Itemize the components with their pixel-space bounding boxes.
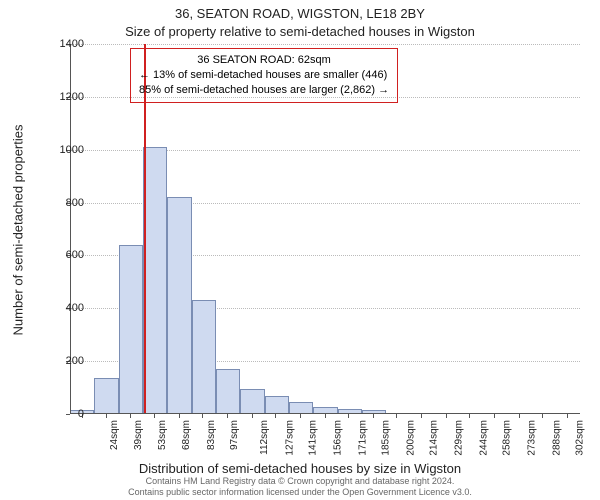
histogram-bar: [216, 369, 240, 414]
ytick-label: 1000: [44, 144, 84, 156]
histogram-bar: [143, 147, 167, 414]
xtick-label: 112sqm: [259, 420, 270, 455]
xtick-label: 244sqm: [478, 420, 489, 456]
xtick-label: 53sqm: [157, 420, 168, 450]
xtick-label: 156sqm: [333, 420, 344, 456]
ytick-label: 400: [44, 302, 84, 314]
ytick-label: 0: [44, 408, 84, 420]
xtick-mark: [469, 414, 470, 418]
xtick-label: 214sqm: [429, 420, 440, 456]
xtick-mark: [373, 414, 374, 418]
ytick-label: 600: [44, 249, 84, 261]
y-axis-label: Number of semi-detached properties: [11, 125, 26, 336]
ytick-label: 200: [44, 355, 84, 367]
info-line-3: 85% of semi-detached houses are larger (…: [139, 83, 389, 98]
xtick-mark: [494, 414, 495, 418]
xtick-mark: [130, 414, 131, 418]
xtick-mark: [396, 414, 397, 418]
histogram-bar: [167, 197, 191, 414]
xtick-label: 258sqm: [502, 420, 513, 456]
xtick-label: 288sqm: [551, 420, 562, 456]
xtick-mark: [179, 414, 180, 418]
xtick-mark: [542, 414, 543, 418]
xtick-mark: [275, 414, 276, 418]
xtick-mark: [106, 414, 107, 418]
xtick-label: 97sqm: [229, 420, 240, 450]
histogram-bar: [192, 300, 216, 414]
xtick-label: 68sqm: [181, 420, 192, 450]
xtick-mark: [567, 414, 568, 418]
title-line-1: 36, SEATON ROAD, WIGSTON, LE18 2BY: [0, 6, 600, 21]
footer-line-1: Contains HM Land Registry data © Crown c…: [0, 476, 600, 487]
xtick-mark: [519, 414, 520, 418]
info-line-1: 36 SEATON ROAD: 62sqm: [139, 53, 389, 68]
ytick-label: 1400: [44, 38, 84, 50]
xtick-label: 171sqm: [358, 420, 369, 456]
xtick-mark: [154, 414, 155, 418]
xtick-label: 273sqm: [526, 420, 537, 456]
footer: Contains HM Land Registry data © Crown c…: [0, 476, 600, 499]
xtick-mark: [252, 414, 253, 418]
histogram-bar: [240, 389, 264, 414]
xtick-mark: [202, 414, 203, 418]
xtick-label: 185sqm: [381, 420, 392, 456]
xtick-label: 302sqm: [574, 420, 585, 456]
xtick-label: 127sqm: [285, 420, 296, 456]
xtick-label: 229sqm: [454, 420, 465, 456]
xtick-label: 83sqm: [206, 420, 217, 450]
title-line-2: Size of property relative to semi-detach…: [0, 24, 600, 39]
figure: 36, SEATON ROAD, WIGSTON, LE18 2BY Size …: [0, 0, 600, 500]
plot-area: 36 SEATON ROAD: 62sqm ← 13% of semi-deta…: [70, 44, 580, 414]
ytick-label: 800: [44, 197, 84, 209]
xtick-mark: [348, 414, 349, 418]
xtick-label: 141sqm: [308, 420, 319, 456]
xtick-label: 39sqm: [133, 420, 144, 450]
xtick-mark: [421, 414, 422, 418]
info-line-2: ← 13% of semi-detached houses are smalle…: [139, 68, 389, 83]
histogram-bar: [119, 245, 143, 414]
info-box: 36 SEATON ROAD: 62sqm ← 13% of semi-deta…: [130, 48, 398, 103]
xtick-mark: [300, 414, 301, 418]
footer-line-2: Contains public sector information licen…: [0, 487, 600, 498]
histogram-bar: [265, 396, 289, 415]
ytick-label: 1200: [44, 91, 84, 103]
xtick-mark: [446, 414, 447, 418]
xtick-label: 24sqm: [109, 420, 120, 450]
x-axis-label: Distribution of semi-detached houses by …: [0, 461, 600, 476]
xtick-label: 200sqm: [406, 420, 417, 456]
histogram-bar: [94, 378, 118, 414]
xtick-mark: [325, 414, 326, 418]
xtick-mark: [227, 414, 228, 418]
